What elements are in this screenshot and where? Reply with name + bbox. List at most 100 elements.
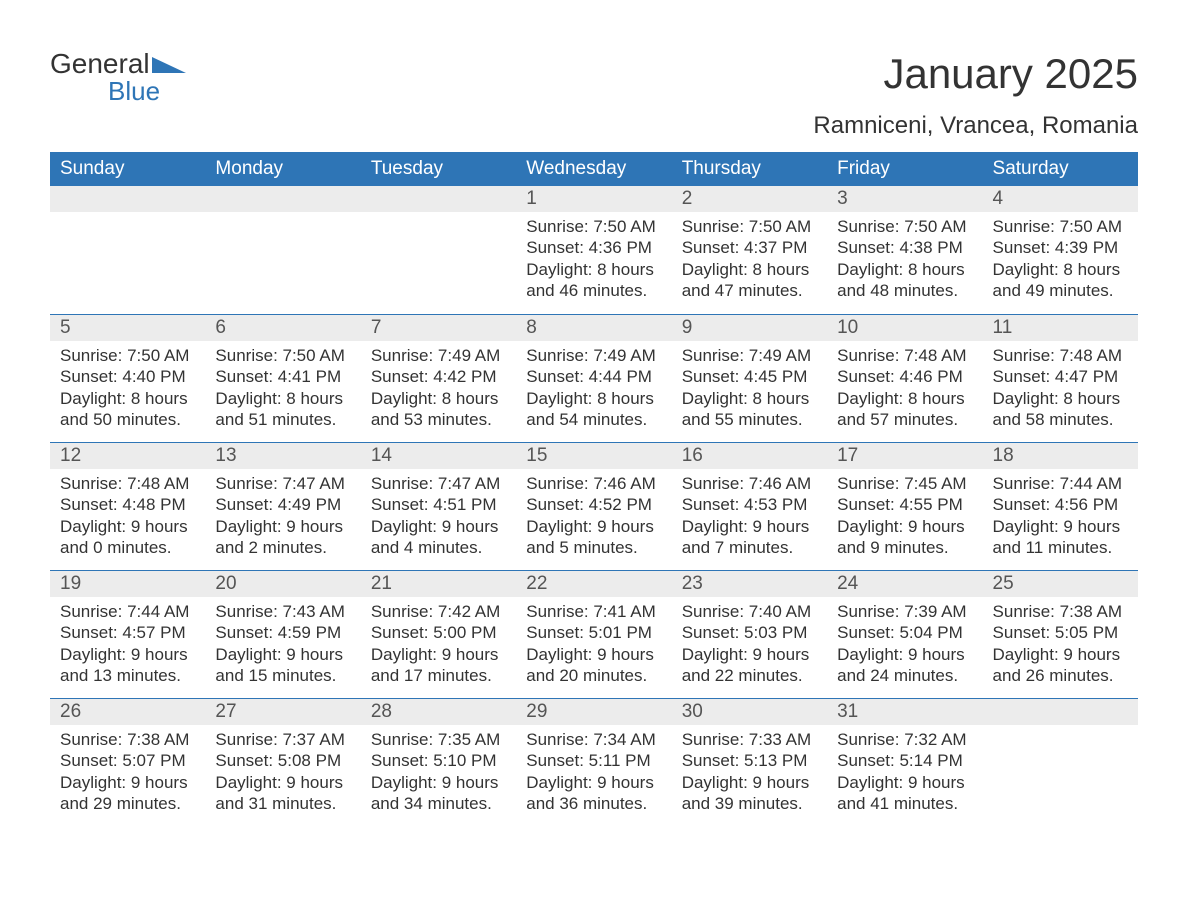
date-number: 19 <box>50 571 205 597</box>
daylight-line1: Daylight: 9 hours <box>215 644 350 665</box>
daylight-line2: and 31 minutes. <box>215 793 350 814</box>
sunrise-text: Sunrise: 7:37 AM <box>215 729 350 750</box>
daylight-line2: and 53 minutes. <box>371 409 506 430</box>
day-cell: 18Sunrise: 7:44 AMSunset: 4:56 PMDayligh… <box>983 443 1138 570</box>
daylight-line1: Daylight: 9 hours <box>526 772 661 793</box>
daylight-line2: and 36 minutes. <box>526 793 661 814</box>
daylight-line2: and 15 minutes. <box>215 665 350 686</box>
sunrise-text: Sunrise: 7:35 AM <box>371 729 506 750</box>
date-number: 3 <box>827 186 982 212</box>
day-cell: 19Sunrise: 7:44 AMSunset: 4:57 PMDayligh… <box>50 571 205 698</box>
daylight-line2: and 24 minutes. <box>837 665 972 686</box>
day-header: Wednesday <box>516 152 671 186</box>
daylight-line2: and 34 minutes. <box>371 793 506 814</box>
sunset-text: Sunset: 4:55 PM <box>837 494 972 515</box>
daylight-line1: Daylight: 9 hours <box>837 772 972 793</box>
day-cell: 5Sunrise: 7:50 AMSunset: 4:40 PMDaylight… <box>50 315 205 442</box>
day-cell <box>361 186 516 314</box>
daylight-line2: and 54 minutes. <box>526 409 661 430</box>
date-number: 25 <box>983 571 1138 597</box>
day-header: Tuesday <box>361 152 516 186</box>
sunset-text: Sunset: 5:01 PM <box>526 622 661 643</box>
sunset-text: Sunset: 4:47 PM <box>993 366 1128 387</box>
logo-word2: Blue <box>108 76 186 107</box>
day-cell: 24Sunrise: 7:39 AMSunset: 5:04 PMDayligh… <box>827 571 982 698</box>
sunrise-text: Sunrise: 7:32 AM <box>837 729 972 750</box>
daylight-line2: and 58 minutes. <box>993 409 1128 430</box>
daylight-line1: Daylight: 8 hours <box>371 388 506 409</box>
week-row: 19Sunrise: 7:44 AMSunset: 4:57 PMDayligh… <box>50 570 1138 698</box>
sunrise-text: Sunrise: 7:42 AM <box>371 601 506 622</box>
day-cell: 28Sunrise: 7:35 AMSunset: 5:10 PMDayligh… <box>361 699 516 826</box>
sunrise-text: Sunrise: 7:34 AM <box>526 729 661 750</box>
day-details: Sunrise: 7:50 AMSunset: 4:38 PMDaylight:… <box>827 212 982 313</box>
day-details: Sunrise: 7:44 AMSunset: 4:56 PMDaylight:… <box>983 469 1138 570</box>
date-number: 6 <box>205 315 360 341</box>
date-number: 5 <box>50 315 205 341</box>
day-cell: 26Sunrise: 7:38 AMSunset: 5:07 PMDayligh… <box>50 699 205 826</box>
daylight-line1: Daylight: 9 hours <box>215 772 350 793</box>
daylight-line1: Daylight: 9 hours <box>371 644 506 665</box>
daylight-line1: Daylight: 8 hours <box>993 259 1128 280</box>
sunrise-text: Sunrise: 7:41 AM <box>526 601 661 622</box>
daylight-line2: and 49 minutes. <box>993 280 1128 301</box>
day-details <box>205 212 360 292</box>
daylight-line2: and 41 minutes. <box>837 793 972 814</box>
day-details: Sunrise: 7:32 AMSunset: 5:14 PMDaylight:… <box>827 725 982 826</box>
day-details: Sunrise: 7:50 AMSunset: 4:36 PMDaylight:… <box>516 212 671 313</box>
sunrise-text: Sunrise: 7:49 AM <box>371 345 506 366</box>
daylight-line2: and 48 minutes. <box>837 280 972 301</box>
daylight-line2: and 4 minutes. <box>371 537 506 558</box>
day-cell: 6Sunrise: 7:50 AMSunset: 4:41 PMDaylight… <box>205 315 360 442</box>
date-number: 12 <box>50 443 205 469</box>
header: General Blue January 2025 Ramniceni, Vra… <box>50 50 1138 140</box>
day-details: Sunrise: 7:44 AMSunset: 4:57 PMDaylight:… <box>50 597 205 698</box>
daylight-line2: and 7 minutes. <box>682 537 817 558</box>
daylight-line2: and 20 minutes. <box>526 665 661 686</box>
day-cell: 16Sunrise: 7:46 AMSunset: 4:53 PMDayligh… <box>672 443 827 570</box>
day-cell: 21 Sunrise: 7:42 AMSunset: 5:00 PMDayligh… <box>361 571 516 698</box>
sunrise-text: Sunrise: 7:47 AM <box>371 473 506 494</box>
sunset-text: Sunset: 4:53 PM <box>682 494 817 515</box>
sunrise-text: Sunrise: 7:50 AM <box>60 345 195 366</box>
sunset-text: Sunset: 4:51 PM <box>371 494 506 515</box>
date-number: 18 <box>983 443 1138 469</box>
day-cell <box>50 186 205 314</box>
day-cell: 25Sunrise: 7:38 AMSunset: 5:05 PMDayligh… <box>983 571 1138 698</box>
day-cell: 1Sunrise: 7:50 AMSunset: 4:36 PMDaylight… <box>516 186 671 314</box>
sunset-text: Sunset: 5:11 PM <box>526 750 661 771</box>
daylight-line2: and 47 minutes. <box>682 280 817 301</box>
day-details: Sunrise: 7:49 AMSunset: 4:45 PMDaylight:… <box>672 341 827 442</box>
date-number: 30 <box>672 699 827 725</box>
date-number: 1 <box>516 186 671 212</box>
day-cell: 3Sunrise: 7:50 AMSunset: 4:38 PMDaylight… <box>827 186 982 314</box>
sunset-text: Sunset: 4:39 PM <box>993 237 1128 258</box>
daylight-line1: Daylight: 8 hours <box>837 259 972 280</box>
sunset-text: Sunset: 4:45 PM <box>682 366 817 387</box>
date-number: 4 <box>983 186 1138 212</box>
date-number: 16 <box>672 443 827 469</box>
month-title: January 2025 <box>813 50 1138 98</box>
sunset-text: Sunset: 5:00 PM <box>371 622 506 643</box>
day-details: Sunrise: 7:48 AMSunset: 4:47 PMDaylight:… <box>983 341 1138 442</box>
day-details: Sunrise: 7:50 AMSunset: 4:41 PMDaylight:… <box>205 341 360 442</box>
daylight-line2: and 9 minutes. <box>837 537 972 558</box>
daylight-line1: Daylight: 9 hours <box>60 772 195 793</box>
daylight-line1: Daylight: 9 hours <box>837 644 972 665</box>
title-block: January 2025 Ramniceni, Vrancea, Romania <box>813 50 1138 140</box>
day-cell: 23Sunrise: 7:40 AMSunset: 5:03 PMDayligh… <box>672 571 827 698</box>
daylight-line1: Daylight: 8 hours <box>526 388 661 409</box>
day-cell: 30Sunrise: 7:33 AMSunset: 5:13 PMDayligh… <box>672 699 827 826</box>
daylight-line1: Daylight: 8 hours <box>60 388 195 409</box>
day-cell <box>983 699 1138 826</box>
day-details: Sunrise: 7:48 AMSunset: 4:46 PMDaylight:… <box>827 341 982 442</box>
daylight-line2: and 26 minutes. <box>993 665 1128 686</box>
date-number: 11 <box>983 315 1138 341</box>
day-cell: 12Sunrise: 7:48 AMSunset: 4:48 PMDayligh… <box>50 443 205 570</box>
sunrise-text: Sunrise: 7:48 AM <box>837 345 972 366</box>
daylight-line2: and 39 minutes. <box>682 793 817 814</box>
daylight-line1: Daylight: 8 hours <box>682 259 817 280</box>
daylight-line2: and 29 minutes. <box>60 793 195 814</box>
date-number: 21 <box>361 571 516 597</box>
sunset-text: Sunset: 4:49 PM <box>215 494 350 515</box>
